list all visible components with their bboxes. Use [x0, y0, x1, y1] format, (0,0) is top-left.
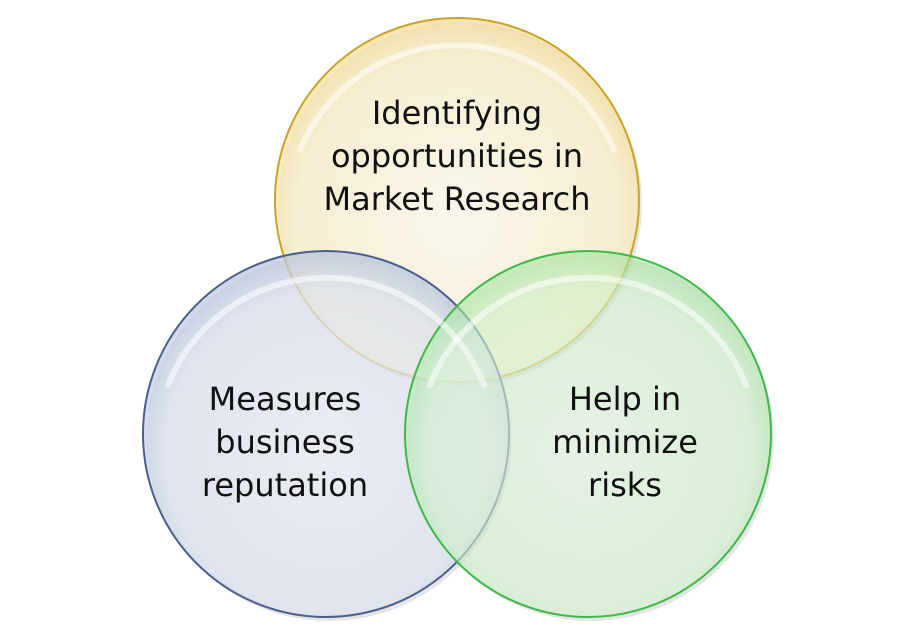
circle-right-label: Help in minimize risks	[470, 378, 780, 507]
circle-right-line-1: Help in	[568, 380, 682, 418]
circle-top-highlight	[297, 42, 617, 153]
circle-left-line-3: reputation	[201, 466, 369, 504]
circle-left-line-2: business	[215, 423, 355, 461]
circle-right	[404, 250, 772, 618]
circle-left-label: Measures business reputation	[140, 378, 430, 507]
circle-right-line-2: minimize	[552, 423, 698, 461]
circle-top-line-1: Identifying	[371, 94, 543, 132]
circle-left-highlight	[165, 274, 487, 388]
circle-top-line-3: Market Research	[323, 180, 591, 218]
circle-right-line-3: risks	[588, 466, 662, 504]
circle-top-line-2: opportunities in	[330, 137, 584, 175]
circle-top-label: Identifying opportunities in Market Rese…	[275, 92, 639, 221]
circle-left-line-1: Measures	[208, 380, 362, 418]
circle-right-highlight	[427, 274, 749, 388]
